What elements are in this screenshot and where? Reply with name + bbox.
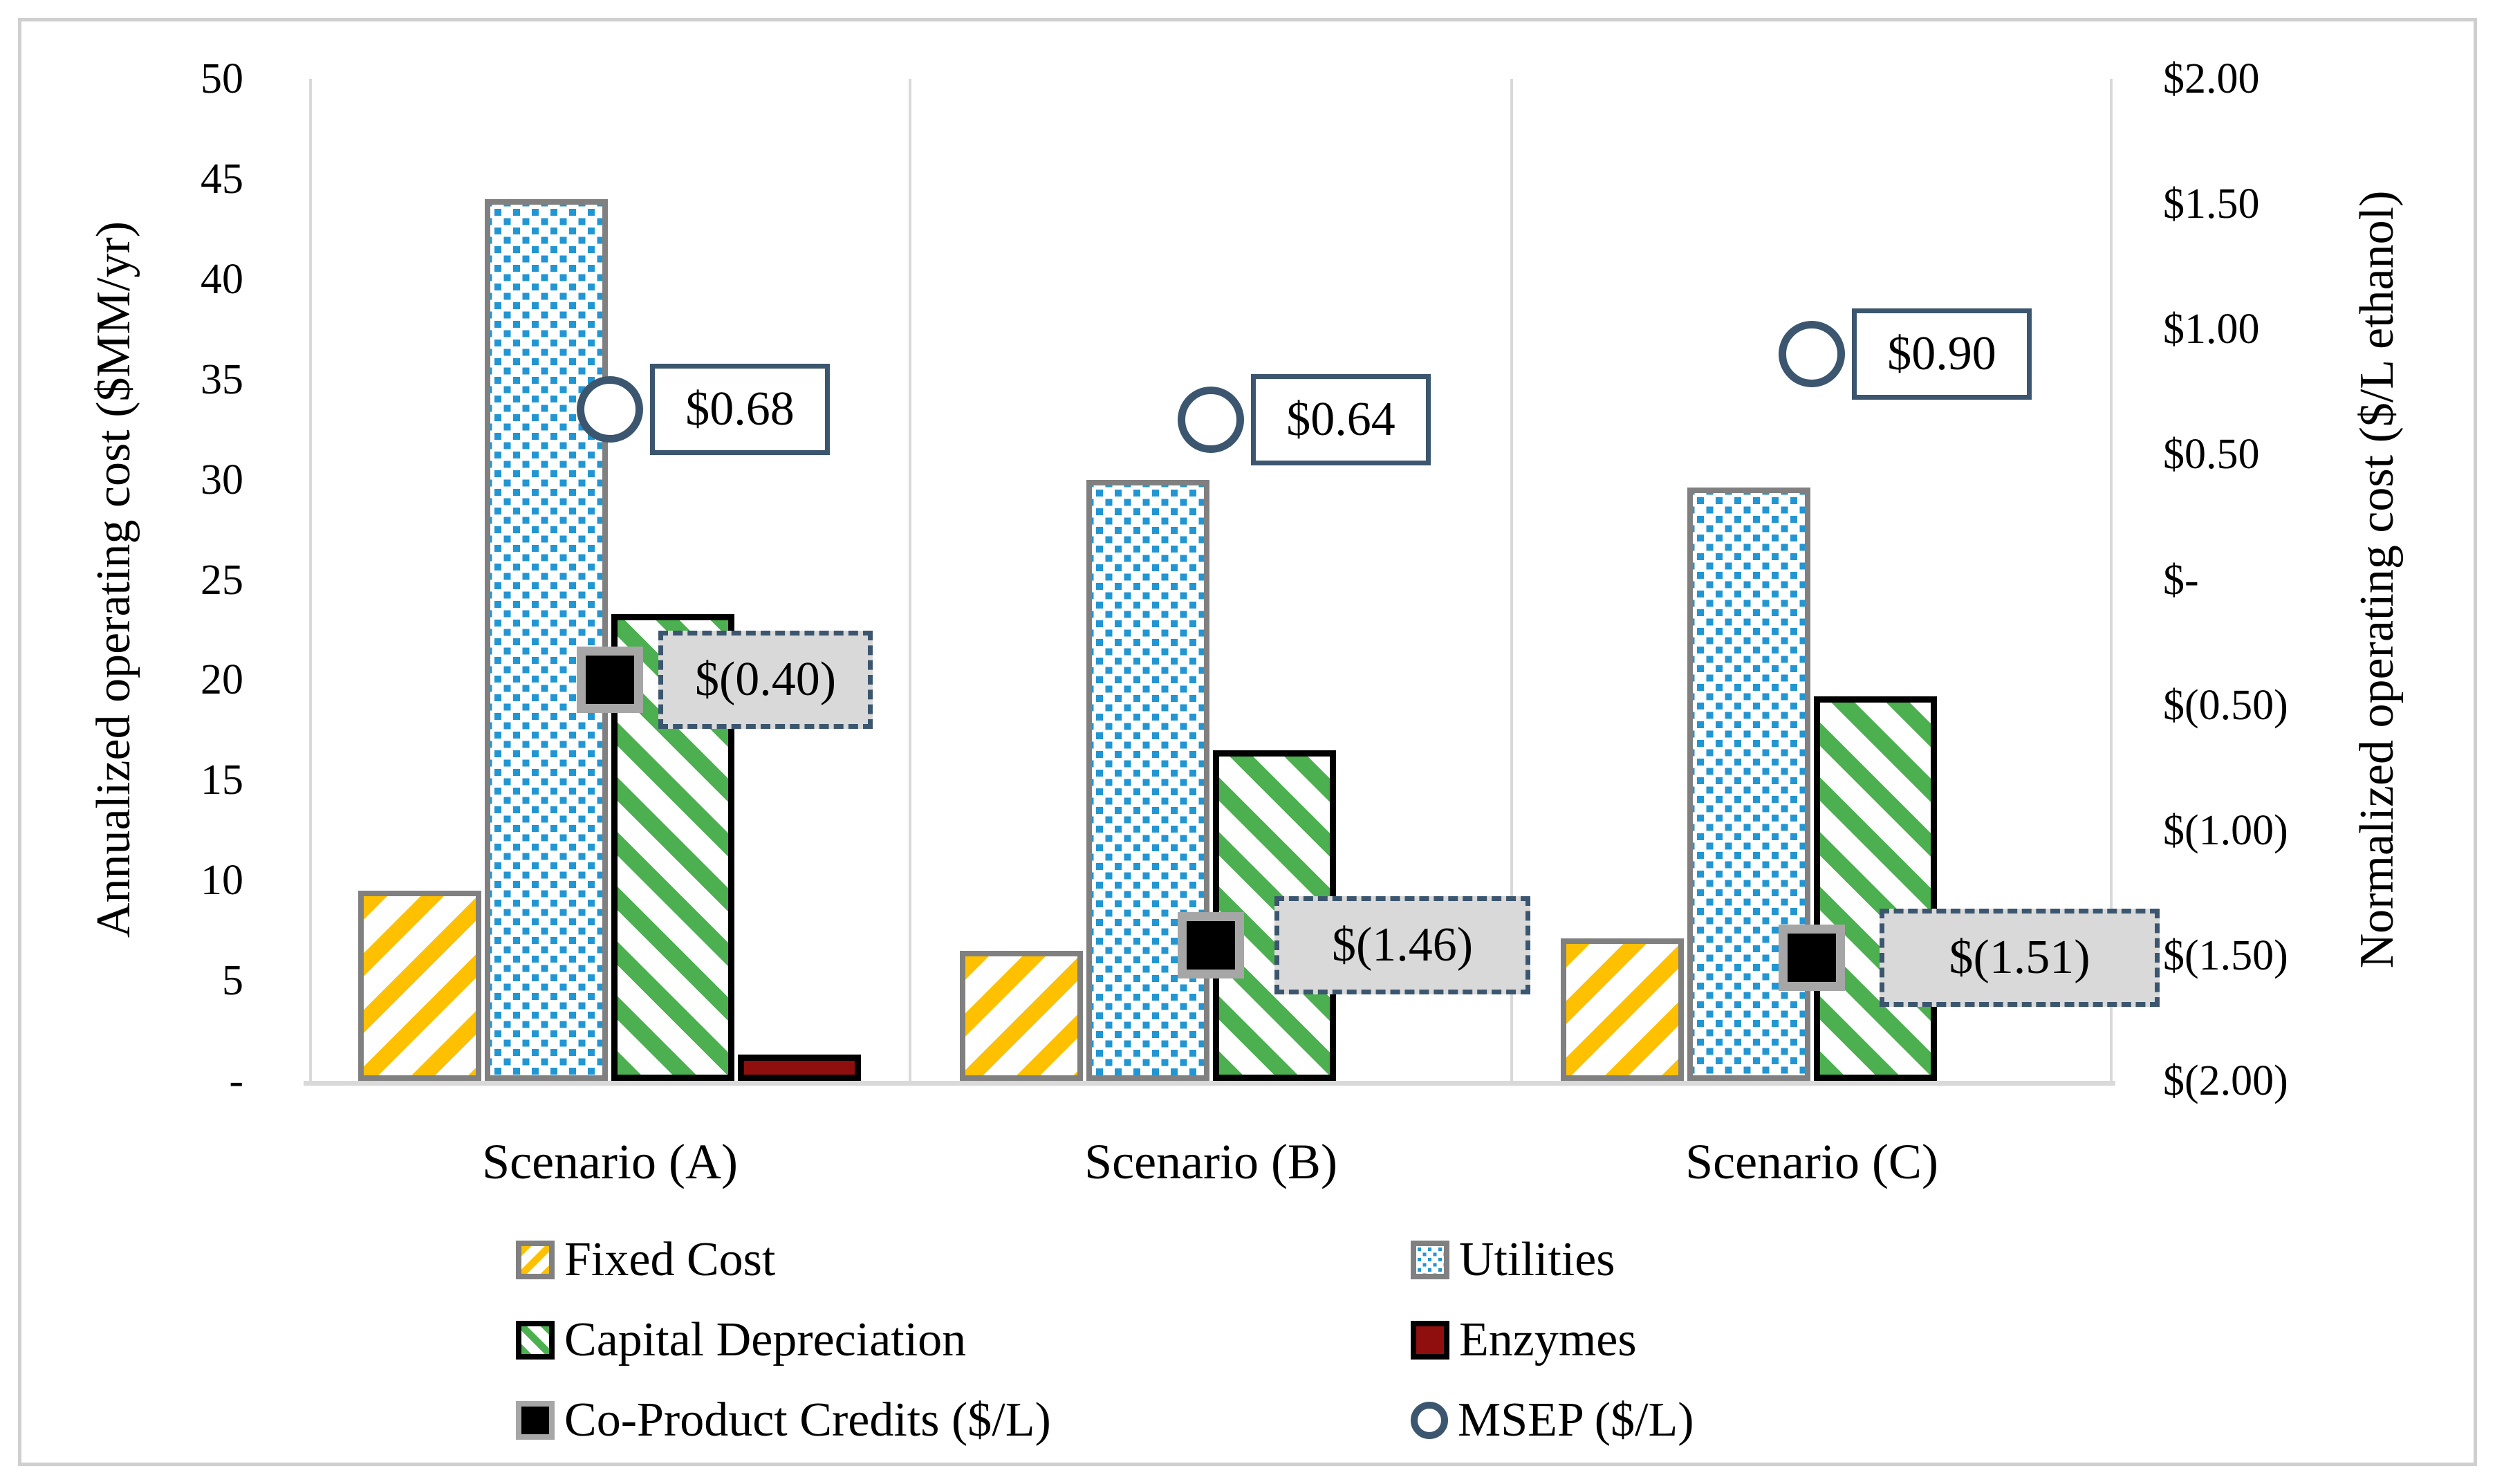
y-axis-tick-left: 40 xyxy=(201,256,243,303)
legend-item-msep: MSEP ($/L) xyxy=(1411,1395,1694,1446)
figure-border-frame xyxy=(18,18,2477,1466)
co-product-credits-label-a: $(0.40) xyxy=(658,631,873,729)
y-axis-tick-left: 10 xyxy=(201,857,243,904)
y-axis-tick-left: 25 xyxy=(201,557,243,604)
plot-right-border xyxy=(2110,79,2113,1081)
msep-marker-b xyxy=(1178,387,1244,453)
msep-marker-c xyxy=(1779,321,1845,387)
y-axis-tick-left: 20 xyxy=(201,656,243,703)
legend-swatch-enz-icon xyxy=(1411,1321,1449,1360)
category-label-a: Scenario (A) xyxy=(482,1134,738,1189)
y-axis-tick-left: 15 xyxy=(201,757,243,804)
msep-label-c: $0.90 xyxy=(1852,308,2032,400)
legend-swatch-cap-icon xyxy=(516,1321,555,1360)
co-product-credits-marker-a xyxy=(577,647,643,713)
y-axis-tick-left: 45 xyxy=(201,156,243,203)
y-axis-tick-right: $1.50 xyxy=(2163,180,2260,228)
y-axis-tick-right: $(2.00) xyxy=(2163,1057,2288,1104)
y-axis-tick-right: $(1.00) xyxy=(2163,807,2288,854)
legend-label-cap: Capital Depreciation xyxy=(564,1313,967,1366)
bar-fixed-b xyxy=(960,951,1083,1081)
legend-swatch-msep-circle-icon xyxy=(1411,1402,1448,1439)
panel-separator xyxy=(1510,79,1513,1081)
legend-item-util: Utilities xyxy=(1411,1234,1615,1286)
right-axis-title: Normalized operating cost ($/L ethanol) xyxy=(2350,190,2404,969)
legend-label-msep: MSEP ($/L) xyxy=(1458,1393,1694,1447)
co-product-credits-marker-c xyxy=(1779,925,1845,991)
legend-label-enz: Enzymes xyxy=(1459,1313,1637,1366)
bar-fixed-a xyxy=(358,891,481,1081)
y-axis-tick-right: $0.50 xyxy=(2163,431,2260,478)
y-axis-tick-left: 5 xyxy=(222,957,243,1004)
legend-swatch-coprod-icon xyxy=(516,1401,555,1440)
legend-label-util: Utilities xyxy=(1459,1233,1615,1286)
bar-fixed-c xyxy=(1561,938,1684,1081)
plot-left-border xyxy=(309,79,312,1081)
legend-item-coprod: Co-Product Credits ($/L) xyxy=(516,1395,1051,1446)
bar-util-a xyxy=(485,199,608,1081)
msep-marker-a xyxy=(577,376,643,443)
legend-swatch-util-icon xyxy=(1411,1241,1449,1279)
bar-cap-c xyxy=(1814,696,1937,1081)
legend-label-fixed: Fixed Cost xyxy=(564,1233,776,1286)
category-label-b: Scenario (B) xyxy=(1084,1134,1337,1189)
co-product-credits-label-b: $(1.46) xyxy=(1274,896,1530,994)
y-axis-tick-right: $(0.50) xyxy=(2163,682,2288,729)
co-product-credits-label-c: $(1.51) xyxy=(1880,909,2160,1007)
category-label-c: Scenario (C) xyxy=(1685,1134,1938,1189)
y-axis-tick-right: $(1.50) xyxy=(2163,932,2288,979)
y-axis-tick-left: - xyxy=(229,1057,243,1104)
y-axis-tick-left: 35 xyxy=(201,356,243,403)
legend-swatch-fixed-icon xyxy=(516,1241,555,1279)
y-axis-tick-right: $- xyxy=(2163,557,2199,604)
y-axis-tick-right: $2.00 xyxy=(2163,55,2260,102)
bar-util-b xyxy=(1086,480,1209,1081)
y-axis-tick-right: $1.00 xyxy=(2163,306,2260,353)
bar-enz-a xyxy=(738,1055,861,1081)
legend-item-cap: Capital Depreciation xyxy=(516,1315,966,1366)
legend-item-enz: Enzymes xyxy=(1411,1315,1637,1366)
msep-label-a: $0.68 xyxy=(650,364,830,455)
x-axis-line xyxy=(304,1081,2115,1086)
legend-label-coprod: Co-Product Credits ($/L) xyxy=(564,1393,1051,1447)
y-axis-tick-left: 30 xyxy=(201,456,243,503)
bar-util-c xyxy=(1687,488,1810,1081)
panel-separator xyxy=(909,79,911,1081)
legend-item-fixed: Fixed Cost xyxy=(516,1234,775,1286)
msep-label-b: $0.64 xyxy=(1251,374,1431,465)
y-axis-tick-left: 50 xyxy=(201,55,243,102)
co-product-credits-marker-b xyxy=(1178,912,1244,978)
